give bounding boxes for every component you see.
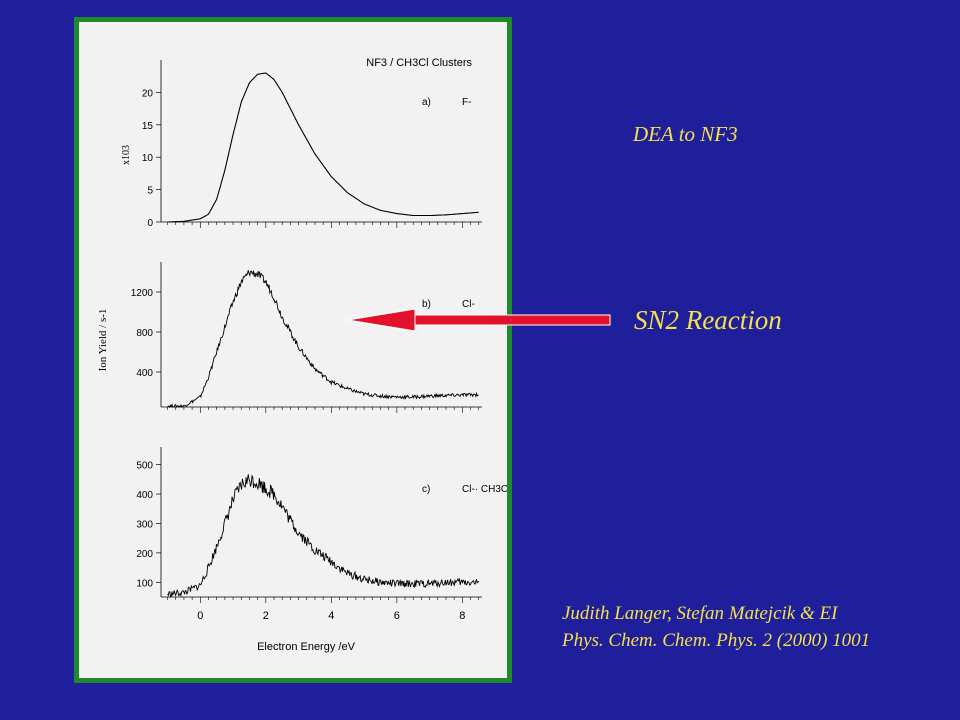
panel-3-ion-name: Cl-· CH3Cl <box>462 484 507 495</box>
reaction-arrow <box>347 308 611 332</box>
panel-1-y-tick-label: 0 <box>147 218 153 229</box>
reaction-label: SN2 Reaction <box>634 305 782 335</box>
panel-1-y-tick-label: 15 <box>142 121 154 132</box>
panel-3-y-tick-label: 100 <box>136 578 153 589</box>
x-tick-label: 8 <box>459 610 465 622</box>
citation: Judith Langer, Stefan Matejcik & EI Phys… <box>562 600 870 654</box>
panel-2-y-tick-label: 1200 <box>131 288 154 299</box>
dea-title: DEA to NF3 <box>633 122 738 146</box>
x-tick-label: 2 <box>263 610 269 622</box>
panel-2-y-tick-label: 400 <box>136 368 153 379</box>
citation-line-2: Phys. Chem. Chem. Phys. 2 (2000) 1001 <box>562 630 871 651</box>
x-tick-label: 4 <box>328 610 334 622</box>
panel-3-y-tick-label: 500 <box>136 461 153 472</box>
panel-2-series-line <box>167 270 479 408</box>
panel-1-multiplier-label: x103 <box>121 145 132 165</box>
panel-3-y-tick-label: 200 <box>136 549 153 560</box>
panel-2-ion-name: Cl- <box>462 299 475 310</box>
panel-3-label: c) <box>422 484 430 495</box>
x-tick-label: 6 <box>394 610 400 622</box>
y-axis-label: Ion Yield / s-1 <box>97 309 109 372</box>
panel-1-label: a) <box>422 97 431 108</box>
panel-1-y-tick-label: 20 <box>142 88 154 99</box>
figure-frame: NF3 / CH3Cl Clusters 0 5 10 15 20 a) F-x103 400… <box>74 17 512 683</box>
citation-line-1: Judith Langer, Stefan Matejcik & EI <box>562 603 838 624</box>
panel-3-y-tick-label: 400 <box>136 490 153 501</box>
panel-2-y-tick-label: 800 <box>136 328 153 339</box>
panel-3-series-line <box>167 474 480 598</box>
x-axis-label: Electron Energy /eV <box>257 641 355 653</box>
figure-header: NF3 / CH3Cl Clusters <box>366 57 472 69</box>
panel-1-y-tick-label: 5 <box>147 186 153 197</box>
panel-1-ion-name: F- <box>462 97 471 108</box>
panel-2-label: b) <box>422 299 431 310</box>
x-tick-label: 0 <box>197 610 203 622</box>
panel-3-y-tick-label: 300 <box>136 519 153 530</box>
panel-1-series-line <box>167 72 479 223</box>
panel-1-y-tick-label: 10 <box>142 153 154 164</box>
